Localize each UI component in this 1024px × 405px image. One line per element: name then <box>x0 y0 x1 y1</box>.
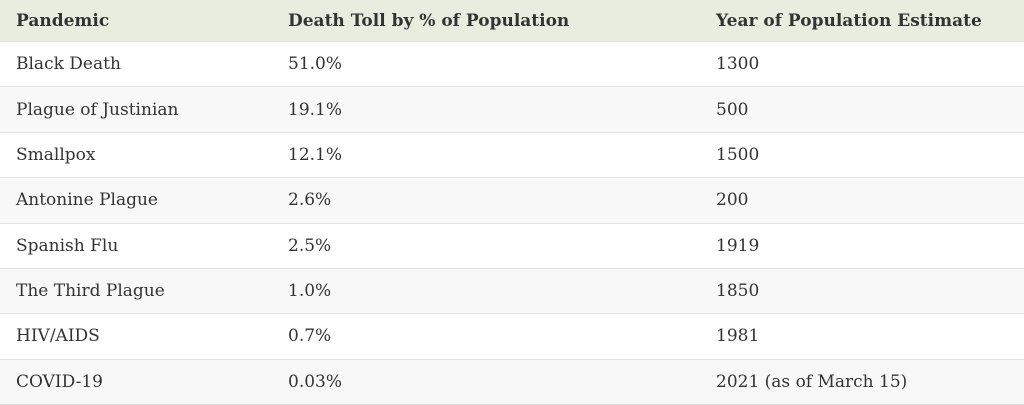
header-cell: Pandemic <box>16 10 110 31</box>
table-cell: 0.7% <box>288 326 332 347</box>
table-cell: 1300 <box>716 54 760 75</box>
table-cell: 12.1% <box>288 144 343 165</box>
table-row: The Third Plague 1.0% 1850 <box>0 268 1024 315</box>
table-cell: COVID-19 <box>16 371 103 392</box>
table-cell: 500 <box>716 99 749 120</box>
table-cell: Plague of Justinian <box>16 99 179 120</box>
table-cell: Antonine Plague <box>16 190 158 211</box>
table-cell: 2.6% <box>288 190 332 211</box>
table-cell: 1850 <box>716 281 760 302</box>
table-cell: Black Death <box>16 54 121 75</box>
header-cell: Death Toll by % of Population <box>288 10 570 31</box>
table-cell: 1919 <box>716 235 760 256</box>
header-row: Pandemic Death Toll by % of Population Y… <box>0 0 1024 42</box>
table-row: Spanish Flu 2.5% 1919 <box>0 224 1024 269</box>
table-cell: Smallpox <box>16 144 96 165</box>
table-cell: HIV/AIDS <box>16 326 100 347</box>
table-cell: 1.0% <box>288 281 332 302</box>
table-row: Plague of Justinian 19.1% 500 <box>0 87 1024 133</box>
header-cell: Year of Population Estimate <box>716 10 982 31</box>
table-cell: 51.0% <box>288 54 343 75</box>
table-cell: Spanish Flu <box>16 235 119 256</box>
table-cell: 2.5% <box>288 235 332 256</box>
table-row: Black Death 51.0% 1300 <box>0 42 1024 88</box>
table-cell: 19.1% <box>288 99 343 120</box>
table-cell: 200 <box>716 190 749 211</box>
table-cell: 1500 <box>716 144 760 165</box>
table-row: Antonine Plague 2.6% 200 <box>0 178 1024 224</box>
table-cell: The Third Plague <box>16 281 165 302</box>
table-row: COVID-19 0.03% 2021 (as of March 15) <box>0 359 1024 405</box>
table-row: HIV/AIDS 0.7% 1981 <box>0 314 1024 360</box>
table-cell: 2021 (as of March 15) <box>716 371 908 392</box>
table-cell: 0.03% <box>288 371 343 392</box>
table-cell: 1981 <box>716 326 760 347</box>
table-row: Smallpox 12.1% 1500 <box>0 133 1024 179</box>
